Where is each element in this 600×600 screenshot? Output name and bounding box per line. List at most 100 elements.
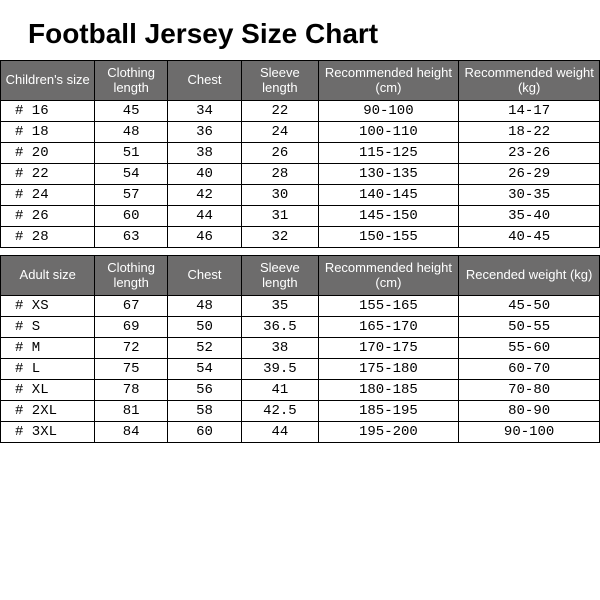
value-cell: 180-185 xyxy=(318,380,459,401)
value-cell: 38 xyxy=(167,143,241,164)
size-cell: # 26 xyxy=(1,206,95,227)
value-cell: 26-29 xyxy=(459,164,600,185)
value-cell: 48 xyxy=(167,296,241,317)
value-cell: 90-100 xyxy=(318,101,459,122)
value-cell: 175-180 xyxy=(318,359,459,380)
table-row: # 2XL815842.5185-19580-90 xyxy=(1,401,600,422)
table-row: # 20513826115-12523-26 xyxy=(1,143,600,164)
value-cell: 57 xyxy=(95,185,167,206)
size-cell: # S xyxy=(1,317,95,338)
value-cell: 55-60 xyxy=(459,338,600,359)
value-cell: 84 xyxy=(95,422,167,443)
value-cell: 195-200 xyxy=(318,422,459,443)
value-cell: 51 xyxy=(95,143,167,164)
value-cell: 36.5 xyxy=(242,317,318,338)
section-gap xyxy=(1,248,600,256)
table-row: # 18483624100-11018-22 xyxy=(1,122,600,143)
value-cell: 63 xyxy=(95,227,167,248)
value-cell: 39.5 xyxy=(242,359,318,380)
value-cell: 45 xyxy=(95,101,167,122)
column-header: Sleeve length xyxy=(242,256,318,296)
value-cell: 32 xyxy=(242,227,318,248)
value-cell: 58 xyxy=(167,401,241,422)
value-cell: 60 xyxy=(95,206,167,227)
size-cell: # 24 xyxy=(1,185,95,206)
value-cell: 155-165 xyxy=(318,296,459,317)
size-cell: # 22 xyxy=(1,164,95,185)
column-header: Recommended height (cm) xyxy=(318,256,459,296)
value-cell: 50 xyxy=(167,317,241,338)
column-header: Clothing length xyxy=(95,256,167,296)
value-cell: 28 xyxy=(242,164,318,185)
value-cell: 170-175 xyxy=(318,338,459,359)
table-row: # 26604431145-15035-40 xyxy=(1,206,600,227)
column-header: Chest xyxy=(167,61,241,101)
size-cell: # L xyxy=(1,359,95,380)
value-cell: 54 xyxy=(95,164,167,185)
size-cell: # 18 xyxy=(1,122,95,143)
value-cell: 140-145 xyxy=(318,185,459,206)
value-cell: 31 xyxy=(242,206,318,227)
value-cell: 54 xyxy=(167,359,241,380)
value-cell: 34 xyxy=(167,101,241,122)
value-cell: 60-70 xyxy=(459,359,600,380)
value-cell: 70-80 xyxy=(459,380,600,401)
table-row: # M725238170-17555-60 xyxy=(1,338,600,359)
value-cell: 36 xyxy=(167,122,241,143)
table-row: # 1645342290-10014-17 xyxy=(1,101,600,122)
value-cell: 69 xyxy=(95,317,167,338)
table-row: # S695036.5165-17050-55 xyxy=(1,317,600,338)
value-cell: 50-55 xyxy=(459,317,600,338)
value-cell: 30-35 xyxy=(459,185,600,206)
value-cell: 115-125 xyxy=(318,143,459,164)
value-cell: 145-150 xyxy=(318,206,459,227)
value-cell: 41 xyxy=(242,380,318,401)
table-row: # XL785641180-18570-80 xyxy=(1,380,600,401)
value-cell: 40-45 xyxy=(459,227,600,248)
size-cell: # XS xyxy=(1,296,95,317)
value-cell: 42 xyxy=(167,185,241,206)
column-header: Adult size xyxy=(1,256,95,296)
size-cell: # 28 xyxy=(1,227,95,248)
value-cell: 35-40 xyxy=(459,206,600,227)
value-cell: 40 xyxy=(167,164,241,185)
value-cell: 78 xyxy=(95,380,167,401)
size-cell: # 2XL xyxy=(1,401,95,422)
value-cell: 30 xyxy=(242,185,318,206)
size-cell: # M xyxy=(1,338,95,359)
value-cell: 46 xyxy=(167,227,241,248)
size-cell: # 3XL xyxy=(1,422,95,443)
value-cell: 14-17 xyxy=(459,101,600,122)
value-cell: 165-170 xyxy=(318,317,459,338)
value-cell: 38 xyxy=(242,338,318,359)
table-row: # 28634632150-15540-45 xyxy=(1,227,600,248)
value-cell: 81 xyxy=(95,401,167,422)
column-header: Clothing length xyxy=(95,61,167,101)
value-cell: 56 xyxy=(167,380,241,401)
value-cell: 185-195 xyxy=(318,401,459,422)
size-chart-table: Children's sizeClothing lengthChestSleev… xyxy=(0,60,600,443)
value-cell: 100-110 xyxy=(318,122,459,143)
column-header: Recommended height (cm) xyxy=(318,61,459,101)
value-cell: 72 xyxy=(95,338,167,359)
value-cell: 45-50 xyxy=(459,296,600,317)
size-cell: # 20 xyxy=(1,143,95,164)
value-cell: 44 xyxy=(242,422,318,443)
value-cell: 90-100 xyxy=(459,422,600,443)
column-header: Children's size xyxy=(1,61,95,101)
table-header-row: Children's sizeClothing lengthChestSleev… xyxy=(1,61,600,101)
value-cell: 23-26 xyxy=(459,143,600,164)
value-cell: 42.5 xyxy=(242,401,318,422)
table-row: # L755439.5175-18060-70 xyxy=(1,359,600,380)
value-cell: 18-22 xyxy=(459,122,600,143)
table-row: # 22544028130-13526-29 xyxy=(1,164,600,185)
table-header-row: Adult sizeClothing lengthChestSleeve len… xyxy=(1,256,600,296)
value-cell: 44 xyxy=(167,206,241,227)
page-title: Football Jersey Size Chart xyxy=(0,0,600,60)
column-header: Sleeve length xyxy=(242,61,318,101)
table-row: # 3XL846044195-20090-100 xyxy=(1,422,600,443)
value-cell: 48 xyxy=(95,122,167,143)
table-row: # XS674835155-16545-50 xyxy=(1,296,600,317)
value-cell: 35 xyxy=(242,296,318,317)
value-cell: 67 xyxy=(95,296,167,317)
